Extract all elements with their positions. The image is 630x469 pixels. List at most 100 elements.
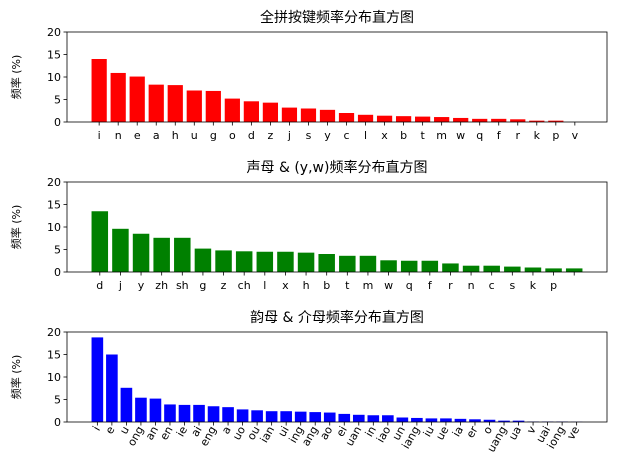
- bar: [193, 404, 205, 422]
- bar: [236, 409, 249, 422]
- x-tick-label: x: [282, 279, 289, 292]
- x-tick-label: e: [103, 424, 118, 437]
- x-tick-label: ia: [450, 424, 466, 439]
- y-tick-label: 0: [54, 266, 61, 279]
- y-tick-label: 15: [47, 199, 61, 212]
- bar: [380, 260, 397, 272]
- x-tick-label: e: [134, 129, 141, 142]
- x-tick-label: ve: [564, 424, 582, 442]
- y-tick-label: 20: [47, 326, 61, 339]
- bar: [178, 404, 191, 422]
- x-tick-label: ou: [245, 424, 263, 442]
- x-tick-label: p: [552, 129, 559, 142]
- bar: [376, 115, 393, 122]
- x-tick-label: w: [384, 279, 393, 292]
- bar: [472, 118, 488, 122]
- x-tick-label: n: [468, 279, 475, 292]
- x-tick-label: m: [436, 129, 447, 142]
- x-tick-label: s: [306, 129, 312, 142]
- axes-frame: [66, 331, 608, 423]
- x-tick-label: uo: [230, 424, 248, 443]
- x-tick-label: un: [390, 424, 408, 443]
- y-tick-label: 5: [54, 394, 61, 407]
- bar: [256, 251, 274, 272]
- bar: [91, 59, 107, 122]
- bar: [359, 255, 377, 272]
- bar: [262, 102, 279, 122]
- bar: [440, 418, 452, 422]
- bar: [498, 420, 510, 422]
- chart-title: 韵母 & 介母频率分布直方图: [250, 309, 424, 326]
- bar: [421, 260, 439, 272]
- x-tick-label: t: [420, 129, 425, 142]
- y-axis-label: 频率 (%): [9, 355, 23, 400]
- bar: [338, 113, 355, 122]
- bar: [545, 268, 562, 272]
- y-axis-label: 频率 (%): [9, 205, 23, 250]
- bar: [280, 411, 292, 422]
- x-tick-label: d: [248, 129, 255, 142]
- x-tick-label: r: [515, 129, 520, 142]
- x-tick-label: j: [287, 129, 291, 142]
- bar: [396, 417, 409, 422]
- bar: [309, 412, 322, 422]
- bar: [194, 248, 212, 272]
- x-tick-label: h: [172, 129, 179, 142]
- chart-title: 声母 & (y,w)频率分布直方图: [247, 159, 428, 176]
- bar: [462, 265, 480, 272]
- bar: [453, 117, 469, 122]
- bar: [565, 268, 583, 272]
- bar: [277, 251, 294, 272]
- bar: [222, 407, 234, 422]
- bar: [395, 116, 412, 122]
- x-tick-label: u: [191, 129, 198, 142]
- x-tick-label: n: [115, 129, 122, 142]
- x-tick-label: i: [98, 129, 101, 142]
- x-tick-label: sh: [176, 279, 189, 292]
- bar: [243, 101, 259, 122]
- bar: [148, 84, 164, 122]
- x-tick-label: en: [157, 424, 175, 442]
- bar: [434, 117, 450, 122]
- bar: [524, 267, 542, 272]
- x-tick-label: j: [118, 279, 122, 292]
- x-tick-label: y: [324, 129, 331, 142]
- bar: [483, 419, 496, 422]
- y-tick-label: 0: [54, 116, 61, 129]
- bar: [319, 109, 336, 122]
- x-tick-label: f: [428, 279, 433, 292]
- x-tick-label: d: [96, 279, 103, 292]
- bar: [411, 417, 423, 422]
- bar: [510, 119, 526, 122]
- bar: [153, 237, 170, 272]
- bar: [469, 419, 481, 422]
- x-tick-label: c: [343, 129, 349, 142]
- axes-frame: [66, 181, 608, 273]
- bar: [338, 413, 351, 422]
- bar: [548, 120, 564, 122]
- y-tick-label: 20: [47, 26, 61, 39]
- bar: [352, 414, 365, 422]
- x-tick-label: h: [303, 279, 310, 292]
- x-tick-label: s: [509, 279, 515, 292]
- y-tick-label: 5: [54, 244, 61, 257]
- bar: [529, 120, 545, 122]
- x-tick-label: k: [530, 279, 537, 292]
- bar: [454, 418, 467, 422]
- bar: [442, 263, 459, 272]
- y-tick-label: 15: [47, 349, 61, 362]
- x-tick-label: ue: [433, 424, 451, 443]
- bar: [224, 98, 240, 122]
- bar: [512, 420, 525, 422]
- bar: [167, 85, 183, 122]
- x-tick-label: x: [381, 129, 388, 142]
- bar: [504, 266, 521, 272]
- bar: [491, 118, 507, 122]
- x-tick-label: t: [345, 279, 350, 292]
- x-tick-label: ua: [506, 424, 524, 442]
- bar: [135, 397, 147, 422]
- x-tick-label: b: [323, 279, 330, 292]
- bar: [132, 233, 150, 272]
- x-tick-label: an: [143, 424, 161, 442]
- chart-title: 全拼按键频率分布直方图: [260, 9, 414, 26]
